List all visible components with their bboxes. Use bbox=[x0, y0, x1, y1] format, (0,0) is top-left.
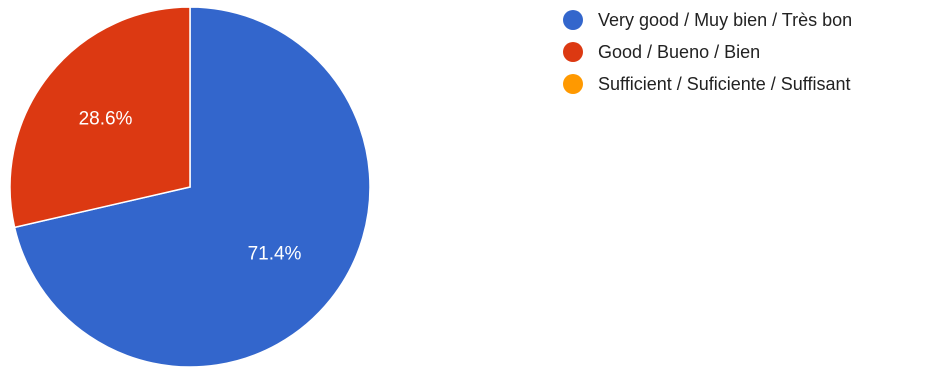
legend-item-sufficient[interactable]: Sufficient / Suficiente / Suffisant bbox=[563, 72, 852, 96]
slice-label-very-good: 71.4% bbox=[248, 243, 302, 264]
legend: Very good / Muy bien / Très bon Good / B… bbox=[563, 8, 852, 104]
legend-label-very-good: Very good / Muy bien / Très bon bbox=[598, 9, 853, 30]
legend-swatch-sufficient bbox=[563, 74, 583, 94]
legend-swatch-very-good bbox=[563, 10, 583, 30]
legend-item-very-good[interactable]: Very good / Muy bien / Très bon bbox=[563, 8, 852, 32]
pie-slice-good[interactable] bbox=[9, 6, 191, 229]
legend-label-sufficient: Sufficient / Suficiente / Suffisant bbox=[598, 73, 851, 94]
legend-label-good: Good / Bueno / Bien bbox=[598, 41, 761, 62]
slice-label-good: 28.6% bbox=[79, 109, 133, 130]
pie-plot-area: 71.4% 28.6% bbox=[9, 6, 371, 368]
legend-item-good[interactable]: Good / Bueno / Bien bbox=[563, 40, 852, 64]
pie-slice-very-good[interactable] bbox=[13, 6, 371, 368]
legend-swatch-good bbox=[563, 42, 583, 62]
